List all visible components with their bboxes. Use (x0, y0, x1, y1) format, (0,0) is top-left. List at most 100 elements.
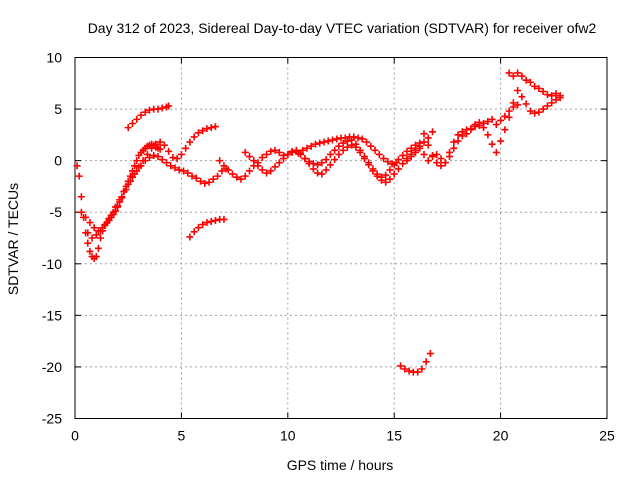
data-point (501, 112, 509, 120)
data-point (318, 159, 326, 167)
data-point (424, 141, 432, 149)
data-point (420, 150, 428, 158)
data-point (184, 169, 192, 177)
data-point (133, 115, 141, 123)
data-point (394, 165, 402, 173)
axis-ticks (74, 57, 608, 419)
data-point (484, 131, 492, 139)
data-point (165, 147, 173, 155)
data-point (186, 138, 194, 146)
data-point (143, 150, 151, 158)
data-point (169, 154, 177, 162)
data-point (194, 224, 202, 232)
data-point (177, 150, 185, 158)
data-point (418, 365, 426, 373)
data-point (548, 99, 556, 107)
data-point (331, 156, 339, 164)
x-tick-label: 20 (493, 428, 509, 444)
data-point (318, 170, 326, 178)
data-point (492, 121, 500, 129)
data-point (109, 208, 117, 216)
data-point (386, 175, 394, 183)
data-point (518, 72, 526, 80)
data-point (371, 146, 379, 154)
data-point (94, 244, 102, 252)
y-tick-label: -5 (50, 204, 63, 220)
data-point (220, 162, 228, 170)
data-point (145, 106, 153, 114)
chart-title: Day 312 of 2023, Sidereal Day-to-day VTE… (88, 20, 597, 36)
data-point (254, 162, 262, 170)
data-point (458, 132, 466, 140)
data-point (245, 153, 253, 161)
data-point (426, 350, 434, 358)
data-point (158, 104, 166, 112)
data-point (335, 150, 343, 158)
data-point (403, 147, 411, 155)
data-point (150, 151, 158, 159)
data-point (341, 134, 349, 142)
data-point (505, 113, 513, 121)
data-point (241, 172, 249, 180)
data-point (382, 178, 390, 186)
y-tick-label: -15 (42, 307, 62, 323)
data-point (522, 100, 530, 108)
data-point (280, 155, 288, 163)
data-point (73, 162, 81, 170)
data-point (224, 166, 232, 174)
data-point (118, 194, 126, 202)
data-point (552, 90, 560, 98)
y-tick-label: -25 (42, 411, 62, 427)
data-point (446, 153, 454, 161)
data-point (160, 141, 168, 149)
data-point (475, 122, 483, 130)
data-point (414, 368, 422, 376)
data-point (216, 157, 224, 165)
data-point (305, 160, 313, 168)
data-point (192, 174, 200, 182)
data-point (241, 148, 249, 156)
data-point (77, 193, 85, 201)
data-point (271, 146, 279, 154)
data-point (397, 362, 405, 370)
y-tick-labels: 10 5 0 -5 -10 -15 -20 -25 (42, 50, 62, 427)
y-tick-label: -20 (42, 359, 62, 375)
data-point (258, 166, 266, 174)
series-trace-k (505, 69, 564, 100)
data-point (420, 138, 428, 146)
data-point (471, 123, 479, 131)
data-point (535, 108, 543, 116)
data-point (339, 146, 347, 154)
data-point (233, 173, 241, 181)
data-point (197, 177, 205, 185)
series-trace-m (397, 350, 434, 376)
data-point (288, 148, 296, 156)
data-point (154, 105, 162, 113)
data-point (407, 153, 415, 161)
data-point (392, 159, 400, 167)
data-point (488, 140, 496, 148)
data-point (320, 138, 328, 146)
data-point (539, 105, 547, 113)
data-point (211, 123, 219, 131)
series-trace-h (294, 133, 400, 168)
data-point (403, 157, 411, 165)
data-point (156, 145, 164, 153)
data-point (228, 170, 236, 178)
data-point (501, 126, 509, 134)
data-point (518, 93, 526, 101)
data-point (84, 239, 92, 247)
data-point (97, 227, 105, 235)
data-point (552, 96, 560, 104)
data-point (97, 234, 105, 242)
data-point (322, 166, 330, 174)
data-point (348, 141, 356, 149)
data-point (203, 219, 211, 227)
data-point (205, 178, 213, 186)
data-point (114, 202, 122, 210)
data-point (267, 147, 275, 155)
data-point (377, 176, 385, 184)
data-point (245, 167, 253, 175)
data-point (165, 102, 173, 110)
data-point (328, 136, 336, 144)
